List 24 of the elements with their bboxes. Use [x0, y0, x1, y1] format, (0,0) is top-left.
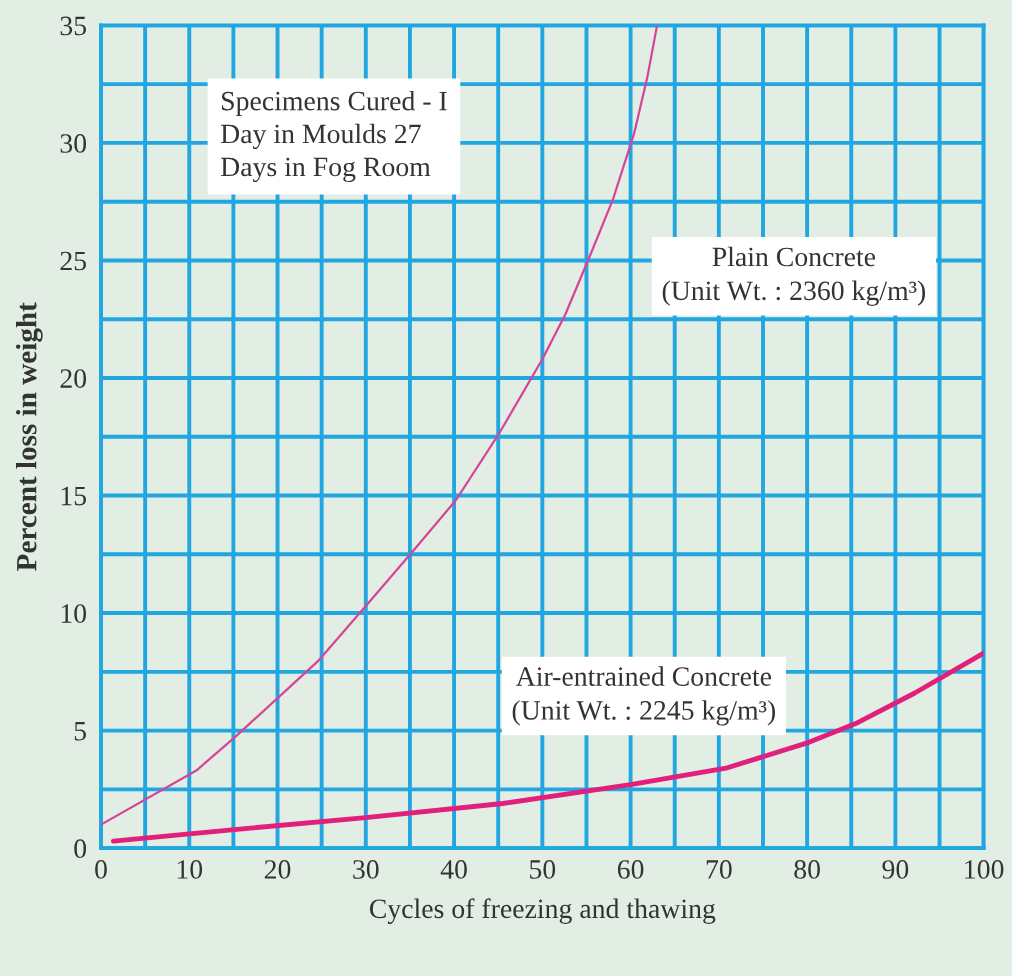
x-tick-label: 60	[617, 860, 644, 879]
series-label: Air-entrained Concrete (Unit Wt. : 2245 kg/m³)	[512, 666, 775, 726]
y-tick-label: 0	[74, 839, 87, 859]
x-axis-title: Cycles of freezing and thawing	[369, 898, 716, 924]
x-tick-label: 50	[530, 860, 556, 879]
y-tick-label: 25	[60, 251, 87, 271]
x-tick-label: 20	[264, 860, 291, 879]
x-tick-label: 90	[882, 860, 909, 879]
y-tick-label: 10	[61, 604, 87, 623]
x-tick-label: 10	[177, 860, 203, 879]
x-tick-label: 0	[95, 860, 107, 879]
y-tick-label: 20	[60, 369, 87, 388]
y-tick-label: 15	[61, 486, 87, 506]
x-tick-label: 30	[353, 860, 379, 879]
annotation: Specimens Cured - I Day in Moulds 27 Days in Fog Room	[220, 90, 447, 183]
y-tick-label: 35	[60, 16, 87, 36]
x-tick-label: 80	[794, 860, 820, 879]
x-tick-label: 70	[706, 860, 732, 879]
x-tick-label: 40	[440, 860, 467, 879]
y-axis-title: Percent loss in weight	[15, 302, 43, 571]
y-tick-label: 5	[74, 722, 87, 741]
x-tick-label: 100	[965, 860, 1004, 879]
text: Plain Concrete (Unit Wt. : 2360 kg/m³)	[662, 246, 926, 306]
y-tick-label: 30	[60, 134, 87, 153]
